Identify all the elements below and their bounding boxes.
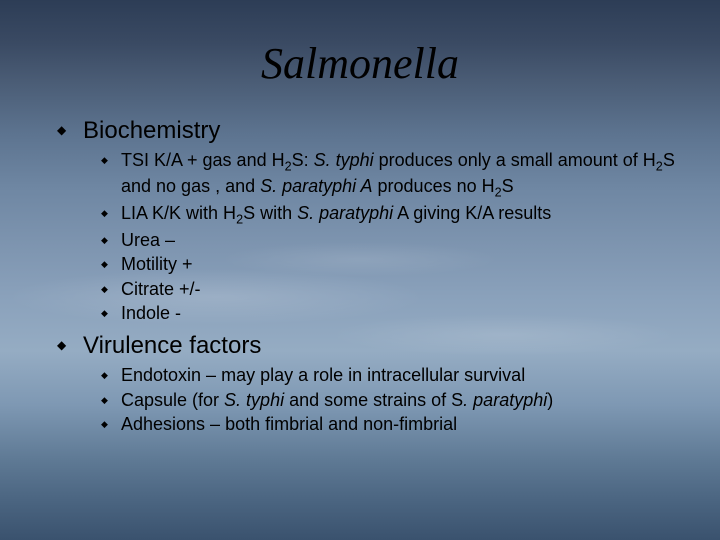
text-run: S. paratyphi bbox=[297, 203, 393, 223]
text-run: Citrate +/- bbox=[121, 279, 201, 299]
text-run: LIA K/K with H bbox=[121, 203, 236, 223]
text-run: TSI K/A + gas and H bbox=[121, 150, 285, 170]
text-run: Adhesions – both fimbrial and non-fimbri… bbox=[121, 414, 457, 434]
text-run: and some strains of S bbox=[284, 390, 463, 410]
slide-body: BiochemistryTSI K/A + gas and H2S: S. ty… bbox=[45, 117, 675, 437]
bullet-item: Urea – bbox=[103, 229, 675, 252]
bullet-item: Motility + bbox=[103, 253, 675, 276]
slide: Salmonella Biochemistry TSI K/A + gas and… bbox=[0, 0, 720, 540]
text-run: Endotoxin – may play a role in intracell… bbox=[121, 365, 525, 385]
text-run: 2 bbox=[656, 160, 663, 174]
text-run: Capsule (for bbox=[121, 390, 224, 410]
section-heading: Biochemistry bbox=[63, 117, 675, 145]
bullet-item: Indole - bbox=[103, 302, 675, 325]
bullet-item: LIA K/K with H2S with S. paratyphi A giv… bbox=[103, 202, 675, 228]
section-heading: Virulence factors bbox=[63, 332, 675, 360]
text-run: S bbox=[502, 176, 514, 196]
text-run: Motility + bbox=[121, 254, 193, 274]
bullet-item: Capsule (for S. typhi and some strains o… bbox=[103, 389, 675, 412]
text-run: produces no H bbox=[373, 176, 495, 196]
slide-title: Salmonella bbox=[45, 38, 675, 89]
text-run: produces only a small amount of H bbox=[374, 150, 656, 170]
text-run: S: bbox=[292, 150, 314, 170]
bullet-item: Endotoxin – may play a role in intracell… bbox=[103, 364, 675, 387]
text-run: S. typhi bbox=[314, 150, 374, 170]
bullet-item: TSI K/A + gas and H2S: S. typhi produces… bbox=[103, 149, 675, 201]
text-run: A giving K/A results bbox=[393, 203, 551, 223]
text-run: Urea – bbox=[121, 230, 175, 250]
text-run: S. typhi bbox=[224, 390, 284, 410]
text-run: ) bbox=[547, 390, 553, 410]
text-run: S. paratyphi A bbox=[260, 176, 372, 196]
text-run: Indole - bbox=[121, 303, 181, 323]
bullet-item: Citrate +/- bbox=[103, 278, 675, 301]
text-run: 2 bbox=[285, 160, 292, 174]
text-run: S with bbox=[243, 203, 297, 223]
bullet-item: Adhesions – both fimbrial and non-fimbri… bbox=[103, 413, 675, 436]
text-run: 2 bbox=[495, 186, 502, 200]
text-run: . paratyphi bbox=[463, 390, 547, 410]
